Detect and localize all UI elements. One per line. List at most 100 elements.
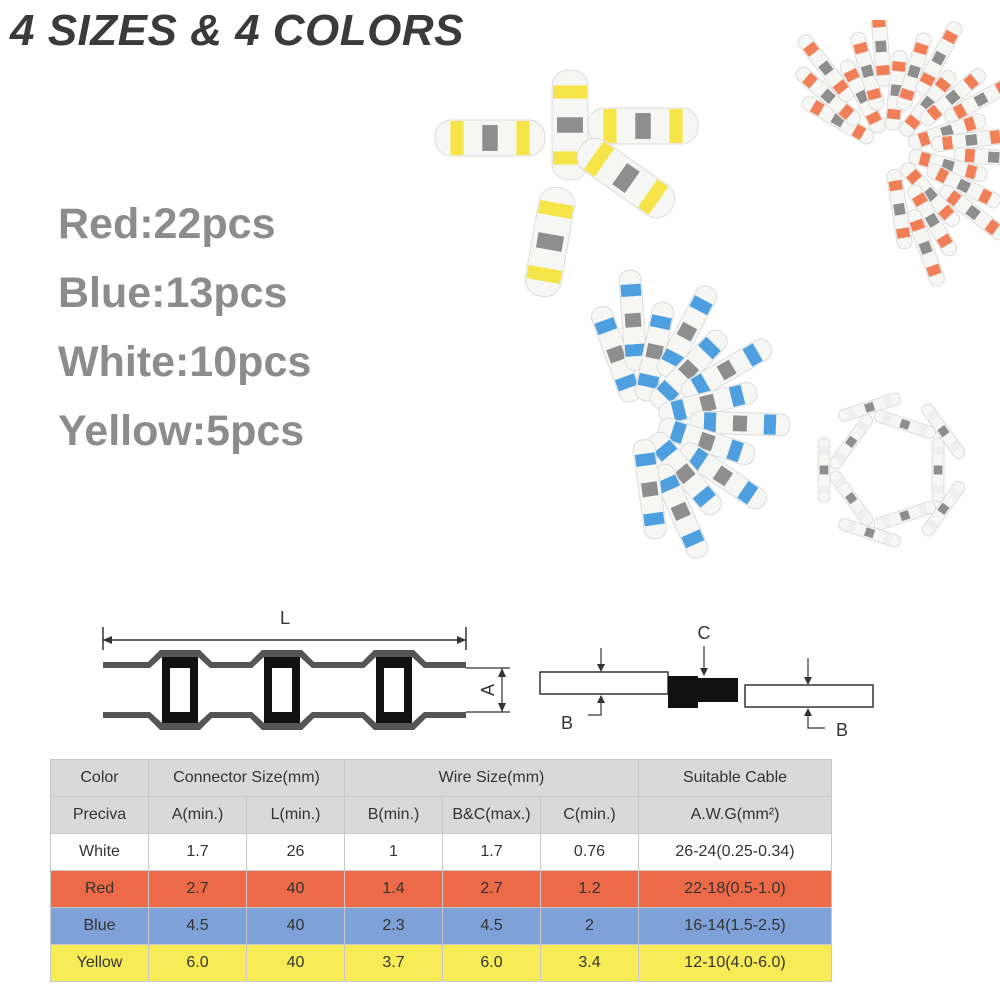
- red-connector: [795, 66, 861, 126]
- red-connector: [915, 21, 963, 96]
- white-connector: [873, 500, 937, 531]
- quantity-red: Red:22pcs: [58, 200, 276, 248]
- table-cell: 4.5: [442, 907, 541, 945]
- red-connector: [900, 162, 961, 228]
- table-cell: 40: [246, 944, 345, 982]
- table-cell: 1.2: [540, 870, 639, 908]
- yellow-connector: [576, 137, 676, 219]
- table-header-cell: Connector Size(mm): [148, 759, 345, 797]
- table-row: White 1.7 26 1 1.7 0.76 26-24(0.25-0.34): [50, 833, 832, 871]
- red-connector: [870, 20, 892, 87]
- wire-joint-diagram: C B B: [539, 623, 874, 740]
- quantity-white: White:10pcs: [58, 338, 312, 386]
- blue-connector: [634, 301, 675, 402]
- table-cell: 1: [344, 833, 443, 871]
- table-cell: 3.4: [540, 944, 639, 982]
- blue-connector: [689, 410, 791, 437]
- white-connector: [838, 518, 901, 548]
- core-label: C: [698, 623, 711, 643]
- red-connector: [906, 208, 945, 287]
- red-connector: [850, 31, 885, 111]
- wire-label-left: B: [561, 713, 573, 733]
- diameter-label: A: [478, 684, 498, 696]
- yellow-connector: [524, 186, 576, 298]
- white-connector: [829, 414, 874, 470]
- blue-connector: [590, 305, 642, 403]
- table-cell: 2.3: [344, 907, 443, 945]
- white-connector: [931, 437, 945, 503]
- red-connector: [931, 127, 1000, 153]
- table-header-cell: Preciva: [50, 796, 149, 834]
- table-header-cell: A(min.): [148, 796, 247, 834]
- quantity-list: Red:22pcs Blue:13pcs White:10pcs Yellow:…: [58, 190, 311, 466]
- table-cell: 0.76: [540, 833, 639, 871]
- red-connector: [896, 32, 932, 111]
- table-header-cell: A.W.G(mm²): [638, 796, 832, 834]
- table-row: Blue 4.5 40 2.3 4.5 2 16-14(1.5-2.5): [50, 907, 832, 945]
- table-cell: 6.0: [442, 944, 541, 982]
- table-cell: Blue: [50, 907, 149, 945]
- table-header-cell: L(min.): [246, 796, 345, 834]
- yellow-connector: [434, 119, 546, 157]
- table-cell: 3.7: [344, 944, 443, 982]
- table-header-cell: Color: [50, 759, 149, 797]
- red-connector: [938, 184, 1000, 241]
- table-header-cell: B&C(max.): [442, 796, 541, 834]
- table-cell: White: [50, 833, 149, 871]
- connectors-photo: [434, 20, 1000, 559]
- blue-connector: [680, 338, 773, 402]
- table-cell: 22-18(0.5-1.0): [638, 870, 832, 908]
- blue-connector: [658, 381, 758, 425]
- dimension-diagram: L A C B: [102, 608, 874, 740]
- red-connector: [919, 68, 986, 127]
- table-row: Red 2.7 40 1.4 2.7 1.2 22-18(0.5-1.0): [50, 870, 832, 908]
- table-cell: Red: [50, 870, 149, 908]
- table-cell: 2: [540, 907, 639, 945]
- wire-label-right: B: [836, 720, 848, 740]
- table-cell: 26-24(0.25-0.34): [638, 833, 832, 871]
- quantity-yellow: Yellow:5pcs: [58, 407, 305, 455]
- table-header-cell: C(min.): [540, 796, 639, 834]
- table-cell: 6.0: [148, 944, 247, 982]
- table-header-row: Color Connector Size(mm) Wire Size(mm) S…: [50, 759, 832, 797]
- length-label: L: [280, 608, 290, 628]
- white-connector: [921, 481, 966, 537]
- table-header-cell: Suitable Cable: [638, 759, 832, 797]
- white-connector: [921, 403, 966, 459]
- table-cell: 2.7: [442, 870, 541, 908]
- blue-connector: [656, 285, 718, 378]
- table-cell: 12-10(4.0-6.0): [638, 944, 832, 982]
- table-cell: 40: [246, 907, 345, 945]
- red-connector: [944, 75, 1000, 124]
- table-cell: 1.4: [344, 870, 443, 908]
- blue-connector: [657, 417, 756, 466]
- table-cell: 16-14(1.5-2.5): [638, 907, 832, 945]
- red-connector: [907, 184, 958, 257]
- table-cell: 1.7: [148, 833, 247, 871]
- table-cell: Yellow: [50, 944, 149, 982]
- table-cell: 4.5: [148, 907, 247, 945]
- red-connector: [899, 69, 957, 137]
- table-cell: 26: [246, 833, 345, 871]
- table-header-cell: B(min.): [344, 796, 443, 834]
- white-connector: [817, 437, 831, 503]
- connector-cross-section: L A: [102, 608, 510, 730]
- white-connector: [829, 470, 874, 526]
- quantity-blue: Blue:13pcs: [58, 269, 288, 317]
- red-connector: [886, 169, 913, 250]
- spec-table: Color Connector Size(mm) Wire Size(mm) S…: [50, 759, 832, 982]
- red-connector: [797, 34, 855, 102]
- red-connector: [884, 49, 908, 131]
- blue-connector: [652, 463, 709, 559]
- white-connector: [873, 409, 937, 440]
- table-header-row: Preciva A(min.) L(min.) B(min.) B&C(max.…: [50, 796, 832, 834]
- table-row: Yellow 6.0 40 3.7 6.0 3.4 12-10(4.0-6.0): [50, 944, 832, 982]
- table-cell: 1.7: [442, 833, 541, 871]
- blue-connector: [632, 439, 667, 540]
- yellow-connector: [587, 107, 699, 145]
- table-header-cell: Wire Size(mm): [344, 759, 639, 797]
- headline: 4 SIZES & 4 COLORS: [10, 6, 464, 55]
- table-cell: 40: [246, 870, 345, 908]
- blue-connector: [649, 329, 728, 410]
- red-connector: [953, 146, 1000, 168]
